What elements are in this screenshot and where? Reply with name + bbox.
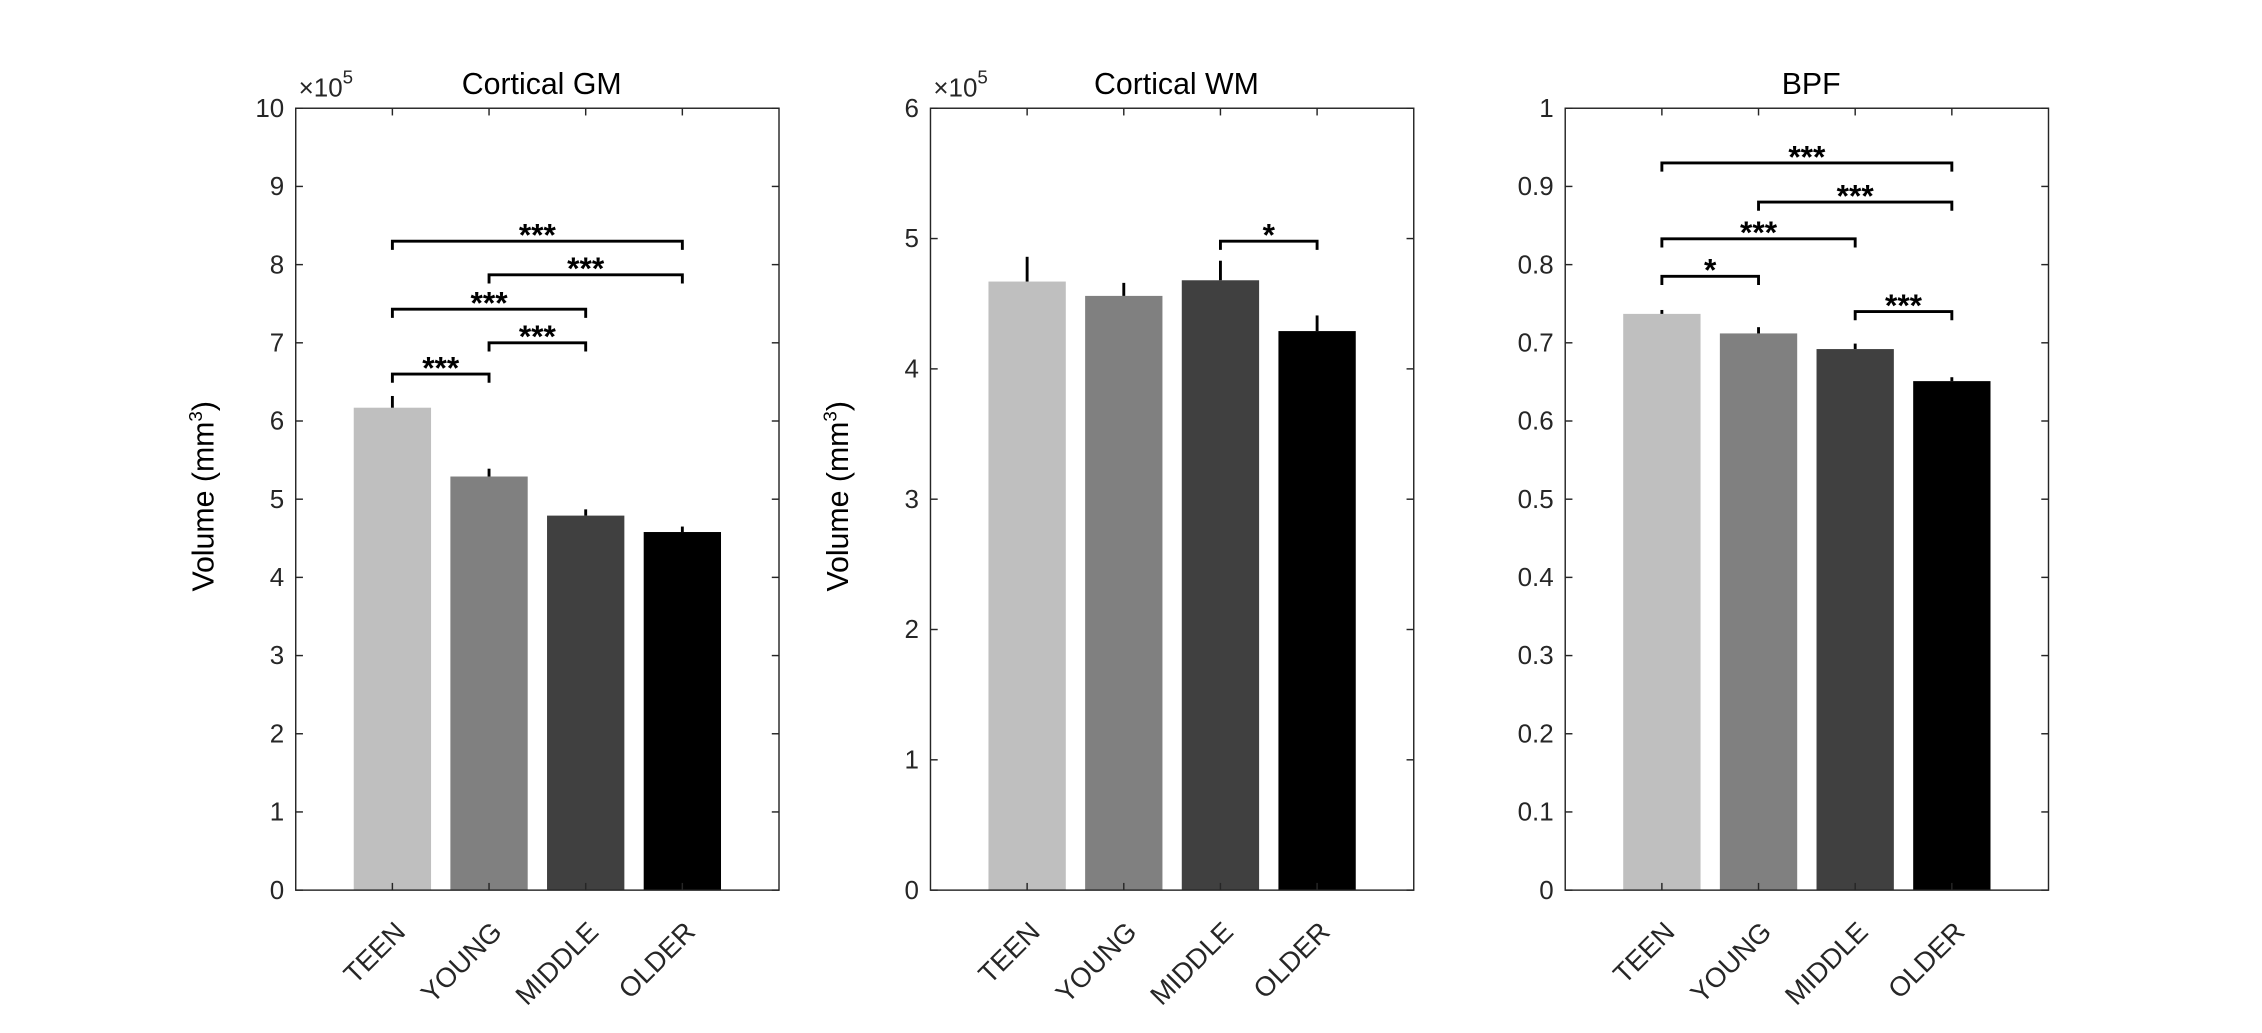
exponent-label: ×105 bbox=[299, 67, 353, 103]
y-tick-label: 10 bbox=[255, 93, 284, 123]
significance-label: *** bbox=[567, 250, 605, 286]
significance-label: *** bbox=[1837, 177, 1875, 213]
y-tick-label: 4 bbox=[270, 562, 284, 592]
chart-panel-3: 0 0.1 0.2 0.3 0.4 0.5 0.6 0.7 0.8 0.9 1 TEEN YOUNG MI… bbox=[1518, 68, 2050, 1011]
significance-label: *** bbox=[519, 318, 557, 354]
y-tick-label: 0.1 bbox=[1518, 797, 1554, 827]
significance-label: *** bbox=[1740, 214, 1778, 250]
x-tick-label: OLDER bbox=[1882, 916, 1971, 1005]
significance-label: *** bbox=[1788, 138, 1826, 174]
chart-title: Cortical GM bbox=[462, 68, 622, 101]
bar-young bbox=[1719, 333, 1798, 891]
y-tick-label: 6 bbox=[270, 406, 284, 436]
significance-bracket bbox=[390, 307, 588, 318]
exponent-base: ×10 bbox=[299, 73, 343, 103]
y-tick-label: 6 bbox=[905, 93, 919, 123]
chart-panel-2: 0 1 2 3 4 5 6 TEEN YOUNG MIDDLE OLDER Cortical WM ×1… bbox=[820, 67, 1415, 1011]
bar-teen bbox=[1623, 313, 1701, 891]
significance-bracket bbox=[1660, 237, 1857, 248]
x-tick-label: MIDDLE bbox=[1144, 916, 1239, 1011]
significance-bracket bbox=[1218, 239, 1319, 250]
y-tick-label: 1 bbox=[905, 744, 919, 774]
y-tick-label: 1 bbox=[270, 797, 284, 827]
bar-young bbox=[1085, 295, 1163, 891]
significance-label: *** bbox=[519, 216, 557, 252]
y-tick-label: 0.6 bbox=[1518, 406, 1554, 436]
y-tick-label: 0.2 bbox=[1518, 718, 1554, 748]
x-tick-label: OLDER bbox=[612, 916, 701, 1005]
y-tick-label: 2 bbox=[270, 718, 284, 748]
y-axis-label-close: ) bbox=[188, 401, 221, 411]
significance-label: *** bbox=[471, 285, 509, 321]
significance-bracket bbox=[487, 273, 684, 284]
y-tick-label: 0.9 bbox=[1518, 171, 1554, 201]
y-tick-label: 7 bbox=[270, 327, 284, 357]
significance-bracket bbox=[390, 239, 684, 250]
significance-bracket bbox=[1660, 274, 1760, 286]
x-tick-label: YOUNG bbox=[1050, 916, 1143, 1009]
x-tick-label: YOUNG bbox=[415, 916, 508, 1009]
y-tick-label: 0 bbox=[1539, 875, 1553, 905]
y-tick-label: 5 bbox=[270, 484, 284, 514]
y-tick-label: 9 bbox=[270, 171, 284, 201]
y-axis-label-text: Volume (mm bbox=[822, 422, 855, 592]
x-tick-label: MIDDLE bbox=[509, 916, 604, 1011]
bar-teen bbox=[988, 281, 1066, 891]
exponent-label: ×105 bbox=[933, 67, 987, 103]
y-axis-label-text: Volume (mm bbox=[188, 422, 221, 592]
bar-older bbox=[1913, 381, 1991, 891]
y-tick-label: 0 bbox=[905, 875, 919, 905]
exponent-power: 5 bbox=[343, 67, 353, 88]
bar-teen bbox=[353, 407, 432, 891]
x-tick-label: OLDER bbox=[1247, 916, 1336, 1005]
significance-bracket bbox=[1853, 310, 1954, 321]
x-tick-label: TEEN bbox=[1607, 916, 1681, 990]
exponent-base: ×10 bbox=[933, 73, 977, 103]
y-tick-label: 0 bbox=[270, 875, 284, 905]
x-tick-label: TEEN bbox=[337, 916, 411, 990]
significance-bracket bbox=[1660, 161, 1954, 172]
bar-older bbox=[643, 532, 722, 891]
y-tick-label: 0.8 bbox=[1518, 249, 1554, 279]
y-tick-label: 8 bbox=[270, 249, 284, 279]
chart-panel-1: 0 1 2 3 4 5 6 7 8 9 10 TEEN YOUNG MIDDLE OLDER Cortical… bbox=[185, 67, 780, 1011]
y-tick-label: 1 bbox=[1539, 93, 1553, 123]
x-tick-label: TEEN bbox=[972, 916, 1046, 990]
significance-label: * bbox=[1704, 252, 1717, 288]
y-axis-label-sup: 3 bbox=[185, 411, 206, 421]
y-axis-label: Volume (mm3) bbox=[185, 401, 221, 591]
bar-middle bbox=[1816, 349, 1894, 891]
chart-title: BPF bbox=[1782, 68, 1841, 101]
bar-young bbox=[450, 476, 528, 891]
x-tick-label: YOUNG bbox=[1684, 916, 1777, 1009]
exponent-power: 5 bbox=[977, 67, 987, 88]
y-tick-label: 4 bbox=[905, 354, 919, 384]
y-tick-label: 0.7 bbox=[1518, 327, 1554, 357]
bar-older bbox=[1278, 331, 1356, 891]
x-tick-label: MIDDLE bbox=[1779, 916, 1874, 1011]
significance-bracket bbox=[1757, 200, 1954, 211]
y-tick-label: 0.3 bbox=[1518, 640, 1554, 670]
significance-label: * bbox=[1263, 216, 1276, 252]
significance-bracket bbox=[487, 341, 588, 352]
y-tick-label: 2 bbox=[905, 614, 919, 644]
y-tick-label: 0.5 bbox=[1518, 484, 1554, 514]
y-tick-label: 0.4 bbox=[1518, 562, 1554, 592]
y-tick-label: 3 bbox=[905, 484, 919, 514]
y-axis-label: Volume (mm3) bbox=[820, 401, 856, 591]
y-tick-label: 5 bbox=[905, 223, 919, 253]
bar-middle bbox=[1181, 280, 1260, 891]
y-tick-label: 3 bbox=[270, 640, 284, 670]
y-axis-label-close: ) bbox=[822, 401, 855, 411]
significance-label: *** bbox=[1885, 287, 1923, 323]
y-axis-label-sup: 3 bbox=[820, 411, 841, 421]
chart-title: Cortical WM bbox=[1094, 68, 1259, 101]
significance-label: *** bbox=[422, 349, 460, 385]
bar-middle bbox=[547, 515, 625, 891]
significance-bracket bbox=[390, 372, 491, 383]
